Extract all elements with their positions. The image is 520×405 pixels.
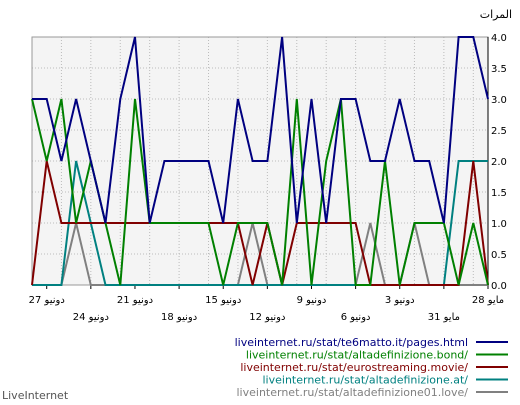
y-tick-label: 4.0 xyxy=(491,33,507,44)
x-tick-label: 12 دونيو xyxy=(249,312,285,323)
units-label: المرات xyxy=(480,8,512,21)
x-tick-label: 21 دونيو xyxy=(117,295,153,306)
legend-label: liveinternet.ru/stat/te6matto.it/pages.h… xyxy=(235,336,468,349)
series-group xyxy=(31,36,489,286)
y-tick-label: 1.0 xyxy=(491,219,507,230)
y-axis-ticks: 0.0 0.5 1.0 1.5 2.0 2.5 3.0 3.5 4.0 xyxy=(491,33,507,292)
series-line-3 xyxy=(31,160,489,286)
y-tick-label: 3.5 xyxy=(491,64,507,75)
x-tick-label: 28 مايو xyxy=(472,295,504,306)
y-tick-label: 3.0 xyxy=(491,95,507,106)
y-tick-label: 0.5 xyxy=(491,250,507,261)
series-line-1 xyxy=(32,36,489,224)
legend: liveinternet.ru/stat/te6matto.it/pages.h… xyxy=(235,336,508,399)
x-tick-label: 3 دونيو xyxy=(385,295,415,306)
legend-label: liveinternet.ru/stat/eurostreaming.movie… xyxy=(240,361,468,374)
y-tick-label: 1.5 xyxy=(491,188,507,199)
x-axis-ticks: 27 دونيو 21 دونيو 15 دونيو 9 دونيو 3 دونيو 28… xyxy=(29,285,504,323)
legend-label: liveinternet.ru/stat/altadefinizione.bon… xyxy=(246,349,468,362)
y-tick-label: 0.0 xyxy=(491,281,507,292)
x-tick-label: 9 دونيو xyxy=(297,295,327,306)
series-line-2 xyxy=(31,98,489,286)
x-tick-label: 27 دونيو xyxy=(29,295,65,306)
x-tick-label: 18 دونيو xyxy=(161,312,197,323)
legend-label: liveinternet.ru/stat/altadefinizione.at/ xyxy=(263,374,469,387)
brand-label: LiveInternet xyxy=(2,389,69,402)
x-tick-label: 15 دونيو xyxy=(205,295,241,306)
x-tick-label: 24 دونيو xyxy=(73,312,109,323)
legend-label: liveinternet.ru/stat/altadefinizione01.l… xyxy=(237,386,469,399)
x-tick-label: 6 دونيو xyxy=(341,312,371,323)
y-tick-label: 2.0 xyxy=(491,157,507,168)
x-tick-label: 31 مايو xyxy=(428,312,460,323)
y-tick-label: 2.5 xyxy=(491,126,507,137)
